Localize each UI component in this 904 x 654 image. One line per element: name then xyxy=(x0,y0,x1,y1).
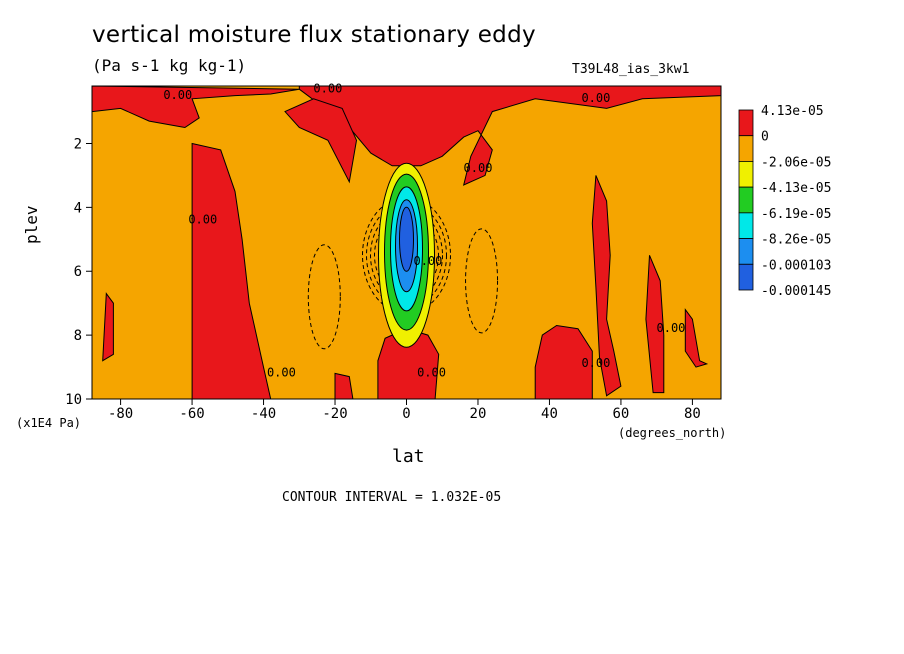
colorbar-swatch xyxy=(738,186,754,214)
colorbar-swatch xyxy=(738,135,754,162)
x-axis-unit: (degrees_north) xyxy=(618,426,727,440)
colorbar-label: 4.13e-05 xyxy=(761,104,824,119)
colorbar-swatch xyxy=(738,263,754,291)
colorbar-swatch xyxy=(738,238,754,265)
contour-interval: CONTOUR INTERVAL = 1.032E-05 xyxy=(282,490,502,505)
colorbar-label: -4.13e-05 xyxy=(761,181,831,196)
positive-region-nh-column-2 xyxy=(591,175,622,397)
colorbar-label: -8.26e-05 xyxy=(761,233,831,248)
positive-region-sh-sliver xyxy=(102,292,114,362)
colorbar-label: -2.06e-05 xyxy=(761,155,831,170)
y-tick-label: 10 xyxy=(65,392,82,408)
negative-fill-dark-blue xyxy=(399,206,414,272)
contour-label-8: 0.00 xyxy=(657,321,686,335)
contour-label-4: 0.00 xyxy=(464,161,493,175)
x-tick-label: 0 xyxy=(402,406,410,422)
dashed-contour-sh xyxy=(307,244,341,350)
colorbar-label: 0 xyxy=(761,130,769,145)
contour-label-2: 0.00 xyxy=(581,91,610,105)
contour-label-5: 0.00 xyxy=(267,366,296,380)
chart-units: (Pa s-1 kg kg-1) xyxy=(92,56,247,75)
contour-label-1: 0.00 xyxy=(313,81,342,95)
colorbar-swatch xyxy=(738,161,754,188)
x-tick-label: -40 xyxy=(251,406,276,422)
positive-region-upper-center xyxy=(298,85,722,186)
contour-label-6: 0.00 xyxy=(417,366,446,380)
colorbar-swatch xyxy=(738,212,754,239)
contour-label-3: 0.00 xyxy=(188,212,217,226)
colorbar-label: -0.000145 xyxy=(761,284,831,299)
y-tick-label: 6 xyxy=(74,264,82,280)
contour-label-9: 0.00 xyxy=(413,254,442,268)
x-tick-label: -80 xyxy=(108,406,133,422)
x-tick-label: 40 xyxy=(541,406,558,422)
y-tick-label: 8 xyxy=(74,328,82,344)
colorbar-swatch xyxy=(738,109,754,137)
chart-title: vertical moisture flux stationary eddy xyxy=(92,22,536,48)
positive-region-upper-left xyxy=(91,85,300,129)
run-label: T39L48_ias_3kw1 xyxy=(572,62,690,77)
x-axis-label: lat xyxy=(392,446,425,467)
positive-region-upper-sub xyxy=(284,98,358,184)
positive-region-nh-sliver xyxy=(645,255,665,394)
x-tick-label: -60 xyxy=(179,406,204,422)
y-tick-label: 2 xyxy=(74,136,82,152)
x-tick-label: -20 xyxy=(322,406,347,422)
y-tick-label: 4 xyxy=(74,200,82,216)
x-tick-label: 20 xyxy=(470,406,487,422)
contour-label-0: 0.00 xyxy=(163,88,192,102)
x-tick-label: 60 xyxy=(613,406,630,422)
contour-label-7: 0.00 xyxy=(581,356,610,370)
x-tick-label: 80 xyxy=(684,406,701,422)
positive-region-nh-sliver-2 xyxy=(684,308,709,368)
y-axis-unit: (x1E4 Pa) xyxy=(16,416,82,430)
dashed-contour-nh xyxy=(465,228,499,334)
colorbar-label: -6.19e-05 xyxy=(761,207,831,222)
colorbar-label: -0.000103 xyxy=(761,258,831,273)
